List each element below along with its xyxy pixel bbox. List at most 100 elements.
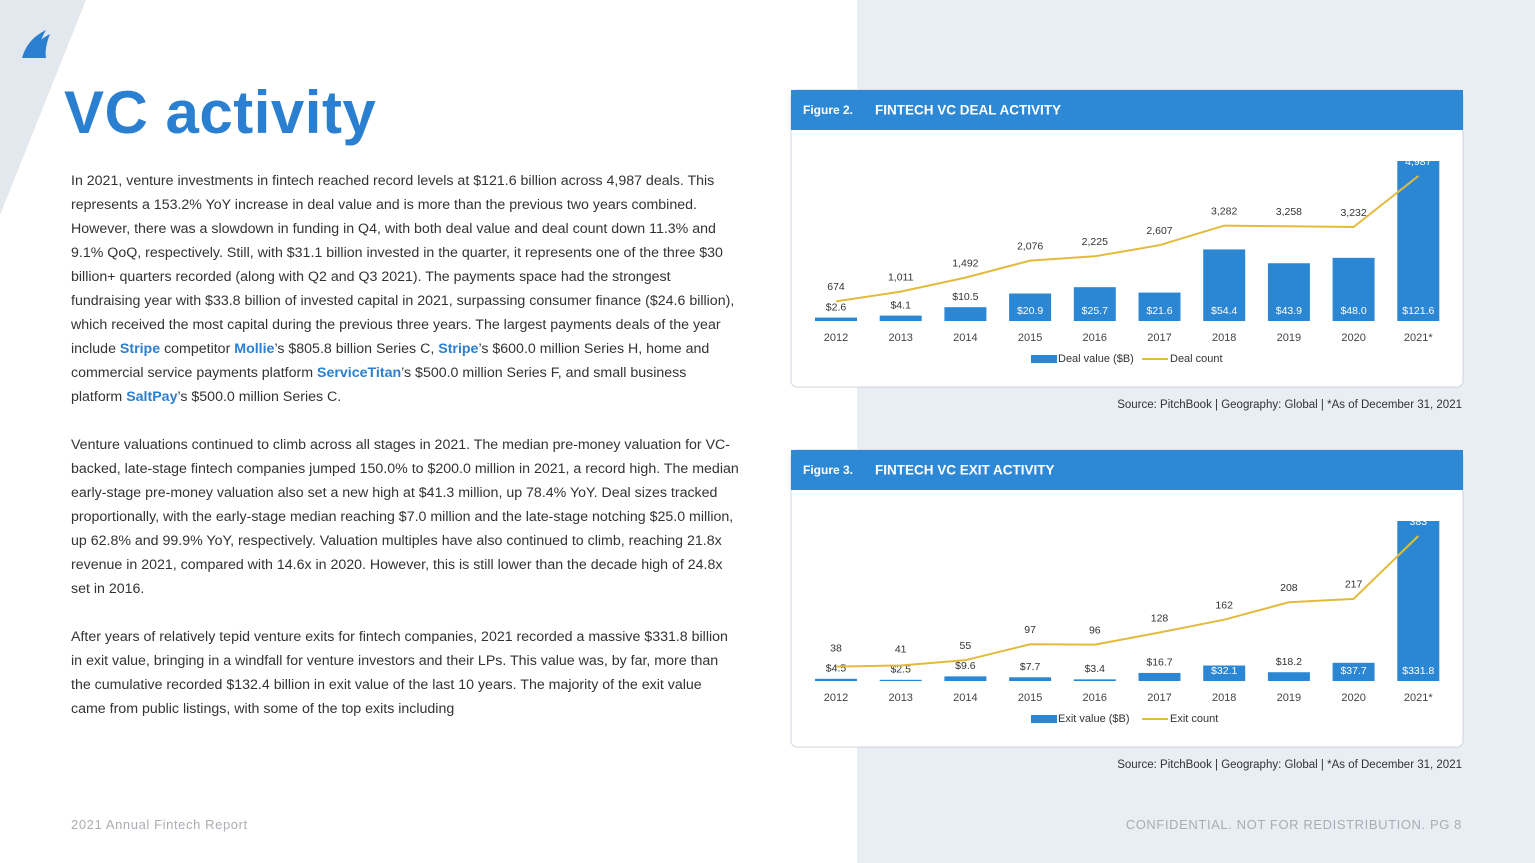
company-name: Mollie: [234, 341, 275, 357]
x-tick-label: 2014: [953, 332, 977, 344]
legend-label: Deal count: [1170, 353, 1223, 365]
value-label: $32.1: [1211, 665, 1237, 677]
x-tick-label: 2018: [1212, 692, 1236, 704]
count-label: 2,076: [1017, 240, 1043, 252]
bar: [1397, 521, 1440, 681]
bar: [1332, 662, 1375, 681]
bar: [1009, 293, 1052, 321]
source-note: Source: PitchBook | Geography: Global | …: [1117, 399, 1462, 411]
count-label: 1,011: [888, 271, 914, 283]
value-label: $37.7: [1340, 665, 1366, 677]
count-label: 128: [1151, 612, 1169, 624]
value-label: $2.6: [826, 301, 847, 313]
text-run: ’s $500.0 million Series C.: [177, 389, 342, 405]
x-tick-label: 2017: [1147, 332, 1171, 344]
value-label: $54.4: [1211, 305, 1237, 317]
figure-title: FINTECH VC DEAL ACTIVITY: [875, 103, 1061, 118]
count-label: 41: [895, 644, 907, 656]
paragraph: After years of relatively tepid venture …: [71, 625, 739, 721]
count-label: 4,987: [1405, 156, 1431, 168]
company-name: SaltPay: [126, 389, 178, 405]
bar: [1073, 679, 1116, 681]
value-label: $21.6: [1146, 305, 1172, 317]
x-tick-label: 2020: [1341, 692, 1365, 704]
x-tick-label: 2021*: [1404, 332, 1433, 344]
text-run: ’s $500.0 million Series F, and small bu…: [71, 365, 687, 405]
count-label: 3,232: [1340, 207, 1366, 219]
value-label: $25.7: [1082, 305, 1108, 317]
count-label: 217: [1345, 579, 1363, 591]
count-line: [835, 535, 1419, 668]
figure-title: FINTECH VC EXIT ACTIVITY: [875, 463, 1055, 478]
count-label: 3,258: [1276, 206, 1302, 218]
value-label: $9.6: [955, 660, 976, 672]
paragraph: In 2021, venture investments in fintech …: [71, 169, 739, 409]
count-label: 2,225: [1082, 236, 1108, 248]
count-label: 2,607: [1146, 225, 1172, 237]
value-label: $48.0: [1340, 305, 1366, 317]
x-tick-label: 2017: [1147, 692, 1171, 704]
text-run: Venture valuations continued to climb ac…: [71, 437, 739, 597]
legend-swatch: [1031, 355, 1057, 363]
bar: [879, 679, 922, 681]
x-tick-label: 2012: [824, 692, 848, 704]
count-label: 162: [1215, 599, 1233, 611]
value-label: $7.7: [1020, 661, 1041, 673]
value-label: $331.8: [1402, 665, 1434, 677]
bar: [1332, 257, 1375, 321]
legend-label: Deal value ($B): [1058, 353, 1134, 365]
x-tick-label: 2015: [1018, 332, 1042, 344]
text-run: After years of relatively tepid venture …: [71, 629, 728, 717]
bar: [879, 315, 922, 321]
value-label: $10.5: [952, 291, 978, 303]
corner-shape: [0, 0, 86, 215]
count-label: 383: [1410, 516, 1428, 528]
figure-header: [791, 450, 1463, 490]
count-label: 55: [960, 640, 972, 652]
value-label: $121.6: [1402, 305, 1434, 317]
figure-header: [791, 90, 1463, 130]
legend-label: Exit value ($B): [1058, 713, 1130, 725]
bar: [815, 678, 857, 681]
paragraph: Venture valuations continued to climb ac…: [71, 433, 739, 601]
value-label: $2.5: [890, 664, 911, 676]
bar: [1138, 292, 1181, 321]
bar: [1267, 672, 1310, 681]
logo: [22, 30, 50, 58]
text-run: competitor: [160, 341, 235, 357]
count-label: 38: [830, 643, 842, 655]
text-run: In 2021, venture investments in fintech …: [71, 173, 735, 357]
value-label: $20.9: [1017, 305, 1043, 317]
company-name: Stripe: [438, 341, 479, 357]
figure-label: Figure 2.: [803, 103, 853, 117]
count-label: 96: [1089, 624, 1101, 636]
x-tick-label: 2020: [1341, 332, 1365, 344]
bar: [1073, 287, 1116, 321]
bar: [1203, 665, 1246, 681]
legend-swatch: [1031, 715, 1057, 723]
footer-left: 2021 Annual Fintech Report: [71, 817, 248, 832]
x-tick-label: 2013: [888, 692, 912, 704]
x-tick-label: 2012: [824, 332, 848, 344]
bar: [1138, 672, 1181, 681]
bar: [1009, 677, 1052, 681]
bar: [1267, 263, 1310, 321]
text-run: ’s $805.8 billion Series C,: [274, 341, 439, 357]
x-tick-label: 2014: [953, 692, 977, 704]
x-tick-label: 2019: [1277, 692, 1301, 704]
source-note: Source: PitchBook | Geography: Global | …: [1117, 759, 1462, 771]
count-label: 674: [827, 281, 845, 293]
value-label: $43.9: [1276, 305, 1302, 317]
bar: [944, 307, 987, 321]
legend-label: Exit count: [1170, 713, 1218, 725]
x-tick-label: 2016: [1083, 692, 1107, 704]
x-tick-label: 2018: [1212, 332, 1236, 344]
footer-right: CONFIDENTIAL. NOT FOR REDISTRIBUTION. PG…: [1125, 817, 1462, 832]
value-label: $16.7: [1146, 657, 1172, 669]
bar: [944, 676, 987, 681]
count-label: 3,282: [1211, 205, 1237, 217]
bar: [1397, 161, 1440, 321]
x-tick-label: 2013: [888, 332, 912, 344]
